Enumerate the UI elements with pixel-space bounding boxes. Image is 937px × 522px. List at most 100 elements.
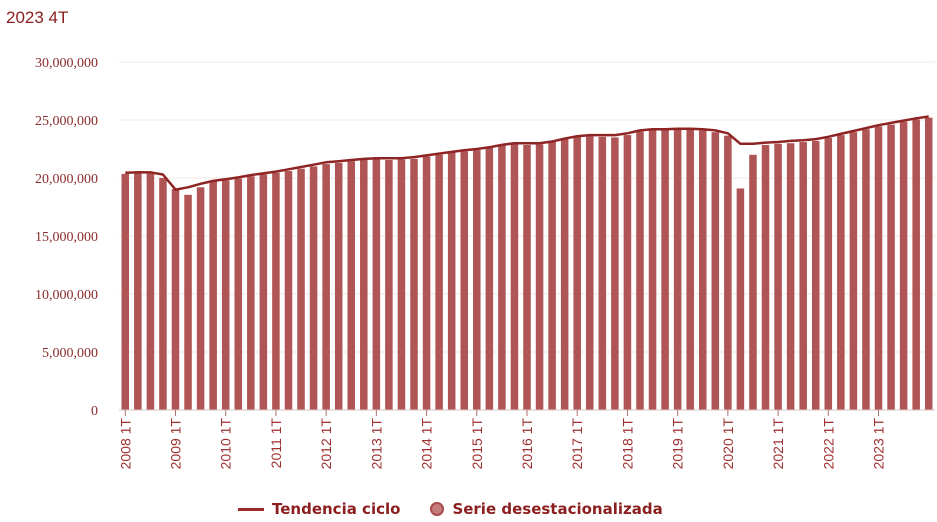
bar [171, 189, 180, 410]
bar [410, 158, 418, 410]
bar [611, 137, 619, 410]
trend-line-path [125, 115, 929, 191]
bar [899, 121, 908, 411]
bar [510, 144, 519, 411]
bar [485, 147, 494, 410]
bar [259, 174, 268, 410]
bar [159, 178, 167, 410]
bar [360, 160, 368, 410]
y-tick-label: 25,000,000 [35, 114, 98, 129]
bar [786, 143, 795, 410]
bar [447, 152, 456, 411]
bar [736, 188, 745, 410]
bar [435, 154, 443, 410]
bar [924, 117, 933, 411]
legend-line-swatch [238, 507, 264, 511]
chart-title: 2023 4T [6, 8, 69, 27]
bar [698, 130, 707, 410]
x-tick-label: 2011 1T [268, 418, 284, 469]
bar [623, 135, 632, 410]
bar [221, 180, 230, 410]
bar [535, 144, 544, 411]
bar [661, 129, 669, 410]
x-tick-label: 2020 1T [720, 418, 736, 470]
y-tick-label: 5,000,000 [42, 346, 98, 361]
bar [724, 135, 732, 410]
bar [347, 161, 356, 410]
y-tick-label: 20,000,000 [35, 172, 98, 187]
bar [648, 130, 657, 410]
bar [385, 160, 393, 410]
x-tick-label: 2014 1T [419, 418, 435, 470]
y-tick-label: 15,000,000 [35, 230, 98, 245]
bar [636, 131, 644, 410]
y-tick-label: 30,000,000 [35, 56, 98, 71]
bar [711, 132, 720, 410]
bar [799, 142, 807, 411]
bar [372, 159, 381, 410]
bar [598, 136, 607, 410]
bar [749, 154, 757, 410]
bar [196, 187, 205, 410]
bar [247, 176, 255, 410]
bar [322, 164, 330, 410]
x-tick-label: 2012 1T [318, 418, 334, 470]
x-tick-label: 2015 1T [469, 418, 485, 470]
y-axis-ticks: 0 5,000,000 10,000,000 15,000,000 20,000,000… [35, 56, 98, 419]
bar-series [121, 117, 933, 411]
bar [284, 171, 293, 410]
bar [874, 126, 883, 410]
bar [473, 150, 481, 410]
bar [523, 144, 531, 410]
bar [309, 166, 318, 410]
bar [460, 151, 468, 410]
legend-dot-swatch [430, 502, 445, 516]
bar [686, 129, 694, 410]
bar [673, 128, 682, 410]
bar [121, 173, 130, 410]
x-tick-label: 2018 1T [619, 418, 635, 470]
trend-line [125, 115, 929, 191]
bar [422, 156, 431, 410]
x-tick-label: 2010 1T [218, 418, 234, 470]
x-tick-label: 2009 1T [167, 418, 183, 470]
bar [184, 194, 192, 410]
x-tick-label: 2022 1T [820, 418, 836, 470]
bar [334, 162, 343, 410]
bar [761, 144, 770, 410]
bar [397, 159, 406, 410]
legend-label-series: Serie desestacionalizada [452, 500, 663, 518]
bar [912, 119, 920, 411]
x-tick-label: 2013 1T [368, 418, 384, 470]
y-tick-label: 0 [91, 404, 98, 419]
bar [573, 136, 581, 411]
bar [272, 172, 280, 410]
bar [548, 141, 556, 410]
bar [234, 178, 243, 410]
bar [209, 181, 217, 410]
x-tick-label: 2016 1T [519, 418, 535, 470]
bar [560, 139, 569, 410]
bar [134, 172, 142, 410]
x-tick-label: 2019 1T [670, 418, 686, 470]
bar [498, 145, 506, 410]
x-tick-label: 2021 1T [770, 418, 786, 470]
x-tick-label: 2008 1T [117, 418, 133, 470]
bar [811, 140, 820, 410]
x-tick-label: 2017 1T [569, 418, 585, 470]
legend-label-trend: Tendencia ciclo [272, 500, 401, 518]
x-axis-ticks: 2008 1T 2009 1T 2010 1T 2011 1T 2012 1T 2013 … [117, 410, 887, 470]
legend: Tendencia ciclo Serie desestacionalizada [238, 500, 663, 518]
bar [862, 129, 870, 410]
y-tick-label: 10,000,000 [35, 288, 98, 303]
x-tick-label: 2023 1T [871, 418, 887, 470]
bar [849, 132, 858, 410]
bar [146, 173, 155, 410]
bar [297, 168, 305, 410]
bar [774, 143, 782, 410]
bar [824, 137, 833, 411]
bar [586, 136, 594, 411]
bar [887, 124, 895, 410]
bar [837, 135, 845, 410]
